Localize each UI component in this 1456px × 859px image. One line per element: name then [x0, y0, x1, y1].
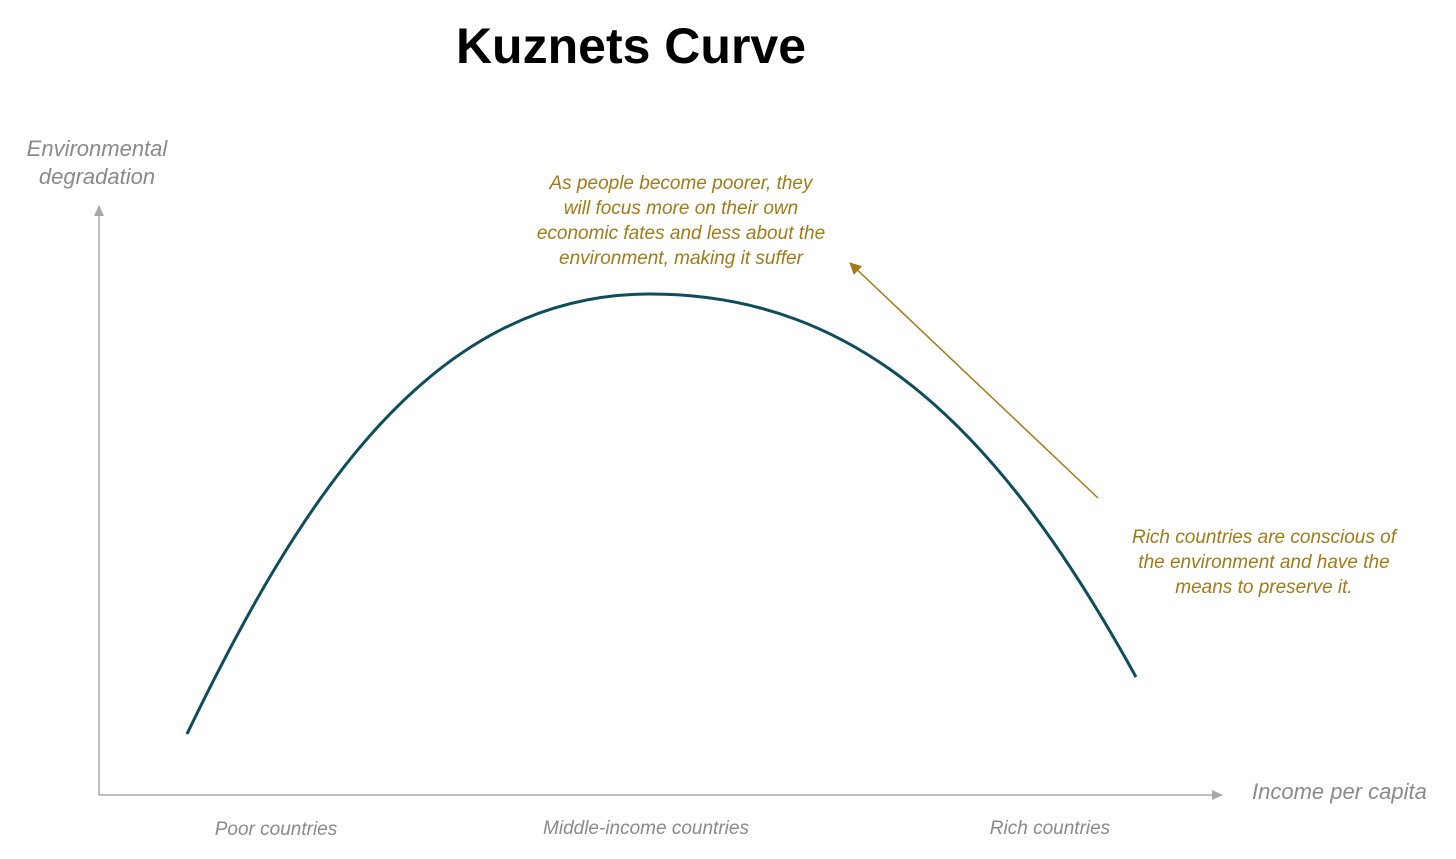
y-axis-label: Environmental	[27, 136, 169, 161]
annotation-line: the environment and have the	[1138, 552, 1389, 573]
annotation-line: economic fates and less about the	[537, 223, 825, 244]
category-label: Middle-income countries	[543, 818, 749, 839]
category-label: Poor countries	[215, 819, 338, 840]
annotation-line: means to preserve it.	[1175, 577, 1352, 598]
title: Kuznets Curve	[456, 18, 806, 74]
annotation-line: Rich countries are conscious of	[1132, 527, 1398, 548]
annotation-line: environment, making it suffer	[559, 248, 804, 269]
annotation-line: As people become poorer, they	[548, 173, 814, 194]
kuznets-curve	[185, 292, 1138, 735]
annotation-arrow	[849, 262, 1099, 499]
annotation-line: will focus more on their own	[564, 198, 798, 219]
category-label: Rich countries	[990, 818, 1111, 839]
y-axis-label: degradation	[39, 164, 155, 189]
x-axis-label: Income per capita	[1252, 779, 1427, 804]
